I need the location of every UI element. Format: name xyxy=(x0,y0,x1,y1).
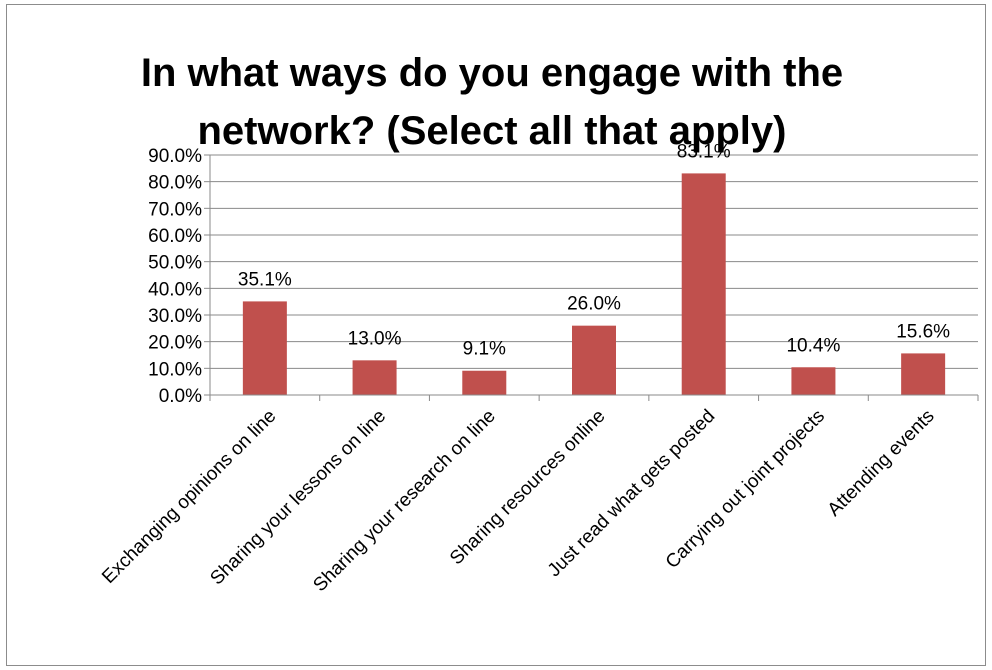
chart-title-line-2: network? (Select all that apply) xyxy=(197,109,786,153)
y-tick-label: 30.0% xyxy=(148,306,202,327)
data-labels: 35.1% 13.0% 9.1% 26.0% 83.1% 10.4% 15.6% xyxy=(238,141,950,359)
y-tick-label: 50.0% xyxy=(148,253,202,274)
axes xyxy=(204,154,979,401)
chart-title: In what ways do you engage with the netw… xyxy=(141,51,843,153)
data-label: 13.0% xyxy=(348,328,402,349)
y-tick-label: 80.0% xyxy=(148,173,202,194)
data-label: 26.0% xyxy=(567,294,621,315)
x-category-label: Sharing your lessons on line xyxy=(206,406,390,590)
data-label: 9.1% xyxy=(463,339,506,360)
bar xyxy=(572,325,616,395)
data-label: 15.6% xyxy=(896,321,950,342)
y-tick-label: 10.0% xyxy=(148,359,202,380)
bar xyxy=(681,173,726,395)
bar xyxy=(242,301,287,395)
x-category-label: Attending events xyxy=(824,406,939,521)
bar xyxy=(791,367,836,395)
data-label: 10.4% xyxy=(786,335,840,356)
x-category-label: Exchanging opinions on line xyxy=(98,406,280,588)
data-label: 35.1% xyxy=(238,269,292,290)
y-tick-label: 90.0% xyxy=(148,146,202,167)
bar xyxy=(901,353,946,395)
x-category-label: Sharing your research on line xyxy=(309,406,499,596)
bar xyxy=(462,370,507,395)
data-label: 83.1% xyxy=(677,141,731,162)
y-tick-label: 70.0% xyxy=(148,199,202,220)
y-tick-label: 20.0% xyxy=(148,333,202,354)
bars xyxy=(242,173,946,395)
y-tick-label: 40.0% xyxy=(148,279,202,300)
chart-frame xyxy=(6,4,986,666)
gridlines xyxy=(210,154,978,369)
bar xyxy=(352,360,397,395)
y-axis-ticks: 0.0% 10.0% 20.0% 30.0% 40.0% 50.0% 60.0% 70.0% 8… xyxy=(148,146,202,407)
y-tick-label: 0.0% xyxy=(159,386,202,407)
y-tick-label: 60.0% xyxy=(148,226,202,247)
chart-title-line-1: In what ways do you engage with the xyxy=(141,51,843,95)
